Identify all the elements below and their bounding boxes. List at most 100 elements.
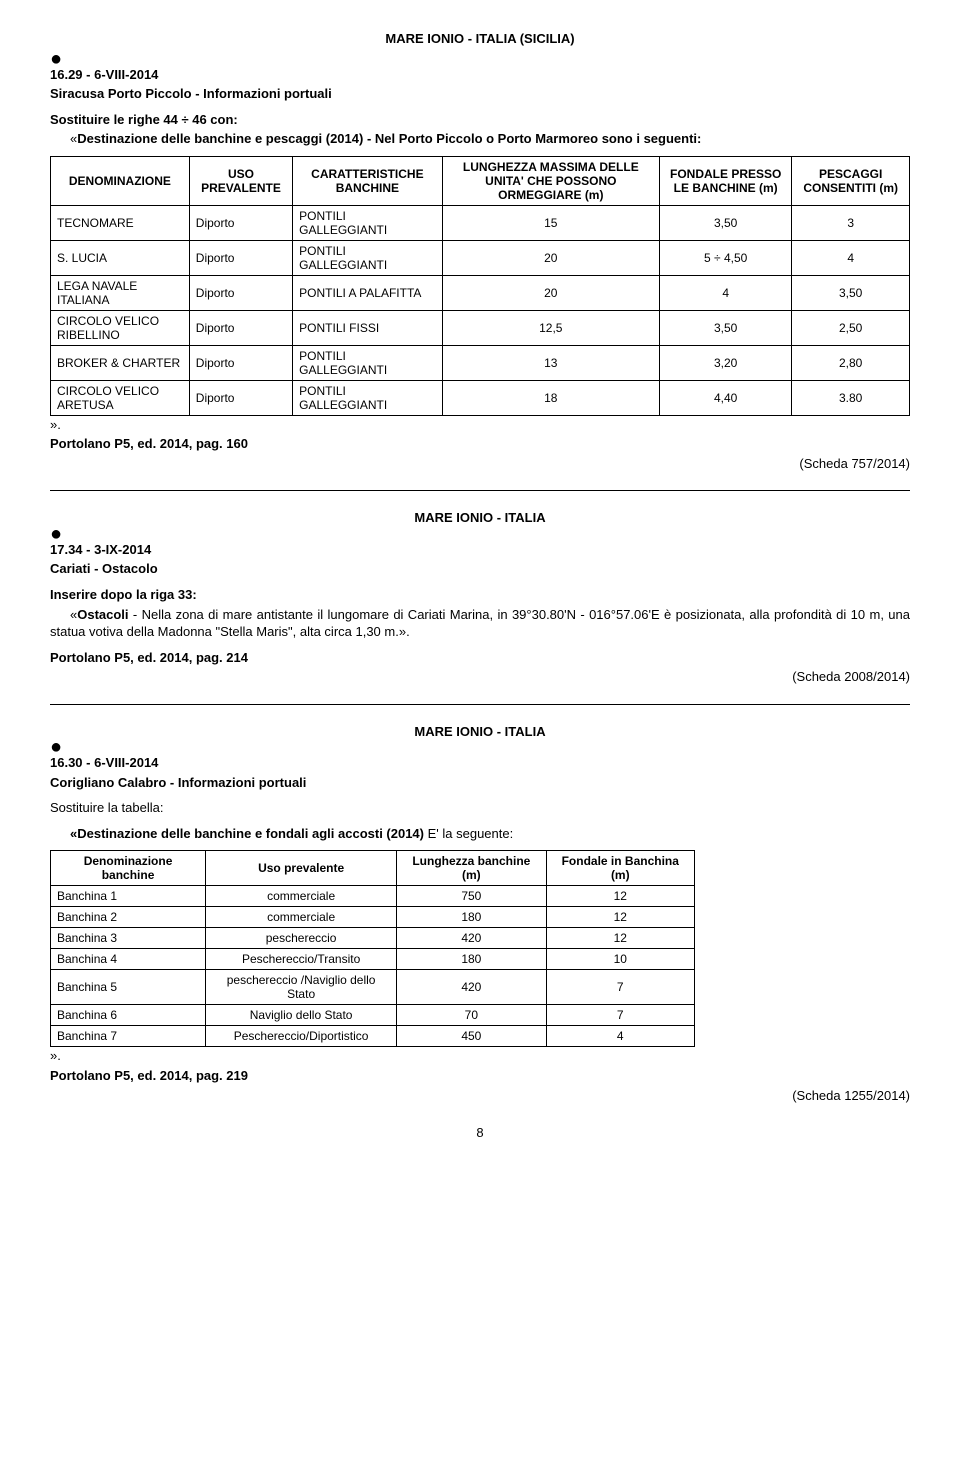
table-cell: 4 (546, 1026, 694, 1047)
t1-h6: PESCAGGI CONSENTITI (m) (792, 156, 910, 205)
table-cell: 12,5 (442, 310, 659, 345)
sec1-portolano: Portolano P5, ed. 2014, pag. 160 (50, 435, 910, 453)
table-cell: 70 (397, 1005, 546, 1026)
table-cell: Diporto (189, 240, 292, 275)
divider (50, 704, 910, 705)
sec2-subtitle: Cariati - Ostacolo (50, 560, 910, 578)
table-cell: commerciale (206, 886, 397, 907)
table-cell: 12 (546, 907, 694, 928)
bullet-icon: ● (50, 742, 910, 752)
table-cell: 13 (442, 345, 659, 380)
sec3-close-quote: ». (50, 1047, 910, 1065)
table-cell: 450 (397, 1026, 546, 1047)
table-cell: PONTILI GALLEGGIANTI (293, 240, 442, 275)
table-cell: 420 (397, 970, 546, 1005)
table-row: Banchina 2commerciale18012 (51, 907, 695, 928)
table-row: Banchina 3peschereccio42012 (51, 928, 695, 949)
table-cell: 3,20 (660, 345, 792, 380)
table-row: Banchina 4Peschereccio/Transito18010 (51, 949, 695, 970)
table-row: S. LUCIADiportoPONTILI GALLEGGIANTI205 ÷… (51, 240, 910, 275)
table-row: TECNOMAREDiportoPONTILI GALLEGGIANTI153,… (51, 205, 910, 240)
table-cell: 4 (792, 240, 910, 275)
t2-h4: Fondale in Banchina (m) (546, 851, 694, 886)
table-cell: PONTILI GALLEGGIANTI (293, 205, 442, 240)
sec1-instr-body: «Destinazione delle banchine e pescaggi … (50, 130, 910, 148)
sec2-instr-prefix: Inserire dopo la riga 33: (50, 586, 910, 604)
table-cell: Peschereccio/Transito (206, 949, 397, 970)
table-cell: 7 (546, 1005, 694, 1026)
table-cell: 750 (397, 886, 546, 907)
table-row: CIRCOLO VELICO ARETUSADiportoPONTILI GAL… (51, 380, 910, 415)
table-row: Banchina 6Naviglio dello Stato707 (51, 1005, 695, 1026)
table-cell: Banchina 2 (51, 907, 206, 928)
sec1-subtitle: Siracusa Porto Piccolo - Informazioni po… (50, 85, 910, 103)
table-cell: Peschereccio/Diportistico (206, 1026, 397, 1047)
sec2-body: «Ostacoli - Nella zona di mare antistant… (50, 606, 910, 641)
sec2-portolano: Portolano P5, ed. 2014, pag. 214 (50, 649, 910, 667)
table-cell: 3,50 (660, 205, 792, 240)
t2-h3: Lunghezza banchine (m) (397, 851, 546, 886)
table-cell: LEGA NAVALE ITALIANA (51, 275, 190, 310)
table-cell: 12 (546, 928, 694, 949)
table-cell: PONTILI A PALAFITTA (293, 275, 442, 310)
table-cell: CIRCOLO VELICO ARETUSA (51, 380, 190, 415)
table-cell: Diporto (189, 380, 292, 415)
table-cell: Banchina 4 (51, 949, 206, 970)
sec3-portolano: Portolano P5, ed. 2014, pag. 219 (50, 1067, 910, 1085)
table-cell: 20 (442, 240, 659, 275)
table-cell: CIRCOLO VELICO RIBELLINO (51, 310, 190, 345)
table-cell: Diporto (189, 275, 292, 310)
table-cell: Banchina 5 (51, 970, 206, 1005)
sec3-scheda: (Scheda 1255/2014) (50, 1087, 910, 1105)
table-cell: 18 (442, 380, 659, 415)
table-cell: 5 ÷ 4,50 (660, 240, 792, 275)
t1-h2: USO PREVALENTE (189, 156, 292, 205)
table-row: LEGA NAVALE ITALIANADiportoPONTILI A PAL… (51, 275, 910, 310)
table-cell: 180 (397, 949, 546, 970)
table-cell: 15 (442, 205, 659, 240)
table-row: Banchina 5peschereccio /Naviglio dello S… (51, 970, 695, 1005)
divider (50, 490, 910, 491)
t1-h3: CARATTERISTICHE BANCHINE (293, 156, 442, 205)
sec3-table: Denominazione banchine Uso prevalente Lu… (50, 850, 695, 1047)
table-cell: 3,50 (660, 310, 792, 345)
table-cell: Diporto (189, 310, 292, 345)
table-row: BROKER & CHARTERDiportoPONTILI GALLEGGIA… (51, 345, 910, 380)
table-cell: PONTILI FISSI (293, 310, 442, 345)
sec1-close-quote: ». (50, 416, 910, 434)
table-cell: peschereccio (206, 928, 397, 949)
table-cell: commerciale (206, 907, 397, 928)
section1-title: MARE IONIO - ITALIA (SICILIA) (50, 30, 910, 48)
table-cell: 3,50 (792, 275, 910, 310)
table-row: Banchina 1commerciale75012 (51, 886, 695, 907)
table-cell: BROKER & CHARTER (51, 345, 190, 380)
table-cell: 20 (442, 275, 659, 310)
t2-h2: Uso prevalente (206, 851, 397, 886)
table-cell: 4,40 (660, 380, 792, 415)
table-cell: 180 (397, 907, 546, 928)
bullet-icon: ● (50, 54, 910, 64)
table-cell: 12 (546, 886, 694, 907)
sec2-ref: 17.34 - 3-IX-2014 (50, 541, 910, 559)
t2-h1: Denominazione banchine (51, 851, 206, 886)
table-cell: 2,80 (792, 345, 910, 380)
section2-title: MARE IONIO - ITALIA (50, 509, 910, 527)
t1-h5: FONDALE PRESSO LE BANCHINE (m) (660, 156, 792, 205)
sec1-scheda: (Scheda 757/2014) (50, 455, 910, 473)
table-cell: 2,50 (792, 310, 910, 345)
sec1-ref: 16.29 - 6-VIII-2014 (50, 66, 910, 84)
table-cell: Banchina 6 (51, 1005, 206, 1026)
sec3-ref: 16.30 - 6-VIII-2014 (50, 754, 910, 772)
table-cell: Naviglio dello Stato (206, 1005, 397, 1026)
page-number: 8 (50, 1124, 910, 1142)
sec3-subtitle: Corigliano Calabro - Informazioni portua… (50, 774, 910, 792)
table-row: CIRCOLO VELICO RIBELLINODiportoPONTILI F… (51, 310, 910, 345)
t1-h4: LUNGHEZZA MASSIMA DELLE UNITA' CHE POSSO… (442, 156, 659, 205)
table-cell: 3 (792, 205, 910, 240)
bullet-icon: ● (50, 529, 910, 539)
table-cell: Banchina 7 (51, 1026, 206, 1047)
table-cell: peschereccio /Naviglio dello Stato (206, 970, 397, 1005)
table-cell: Diporto (189, 205, 292, 240)
section3-title: MARE IONIO - ITALIA (50, 723, 910, 741)
table-cell: S. LUCIA (51, 240, 190, 275)
